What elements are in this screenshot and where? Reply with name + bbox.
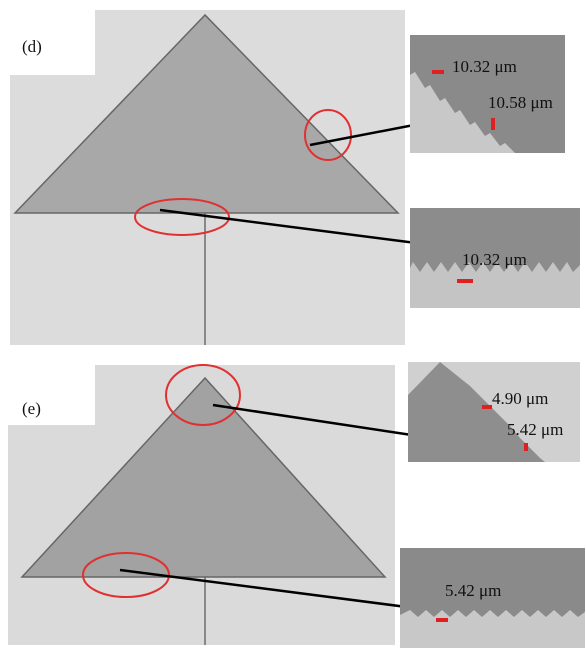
panel-e: (e) 4.90 μm 5.42 μm 5.42 μm (8, 362, 585, 648)
measurement: 5.42 μm (445, 581, 501, 600)
measurement: 10.32 μm (452, 57, 517, 76)
measurement: 10.58 μm (488, 93, 553, 112)
figure: (d) 10.32 μm 10.58 μm 10.32 μm (e) (0, 0, 586, 651)
measurement: 10.32 μm (462, 250, 527, 269)
zoom-inset: 10.32 μm 10.58 μm (410, 35, 565, 153)
panel-d: (d) 10.32 μm 10.58 μm 10.32 μm (10, 10, 580, 345)
zoom-inset: 5.42 μm (400, 548, 585, 648)
measurement: 5.42 μm (507, 420, 563, 439)
zoom-inset: 10.32 μm (410, 208, 580, 308)
measurement: 4.90 μm (492, 389, 548, 408)
panel-label: (e) (22, 399, 41, 418)
zoom-inset: 4.90 μm 5.42 μm (408, 362, 580, 462)
panel-label: (d) (22, 37, 42, 56)
